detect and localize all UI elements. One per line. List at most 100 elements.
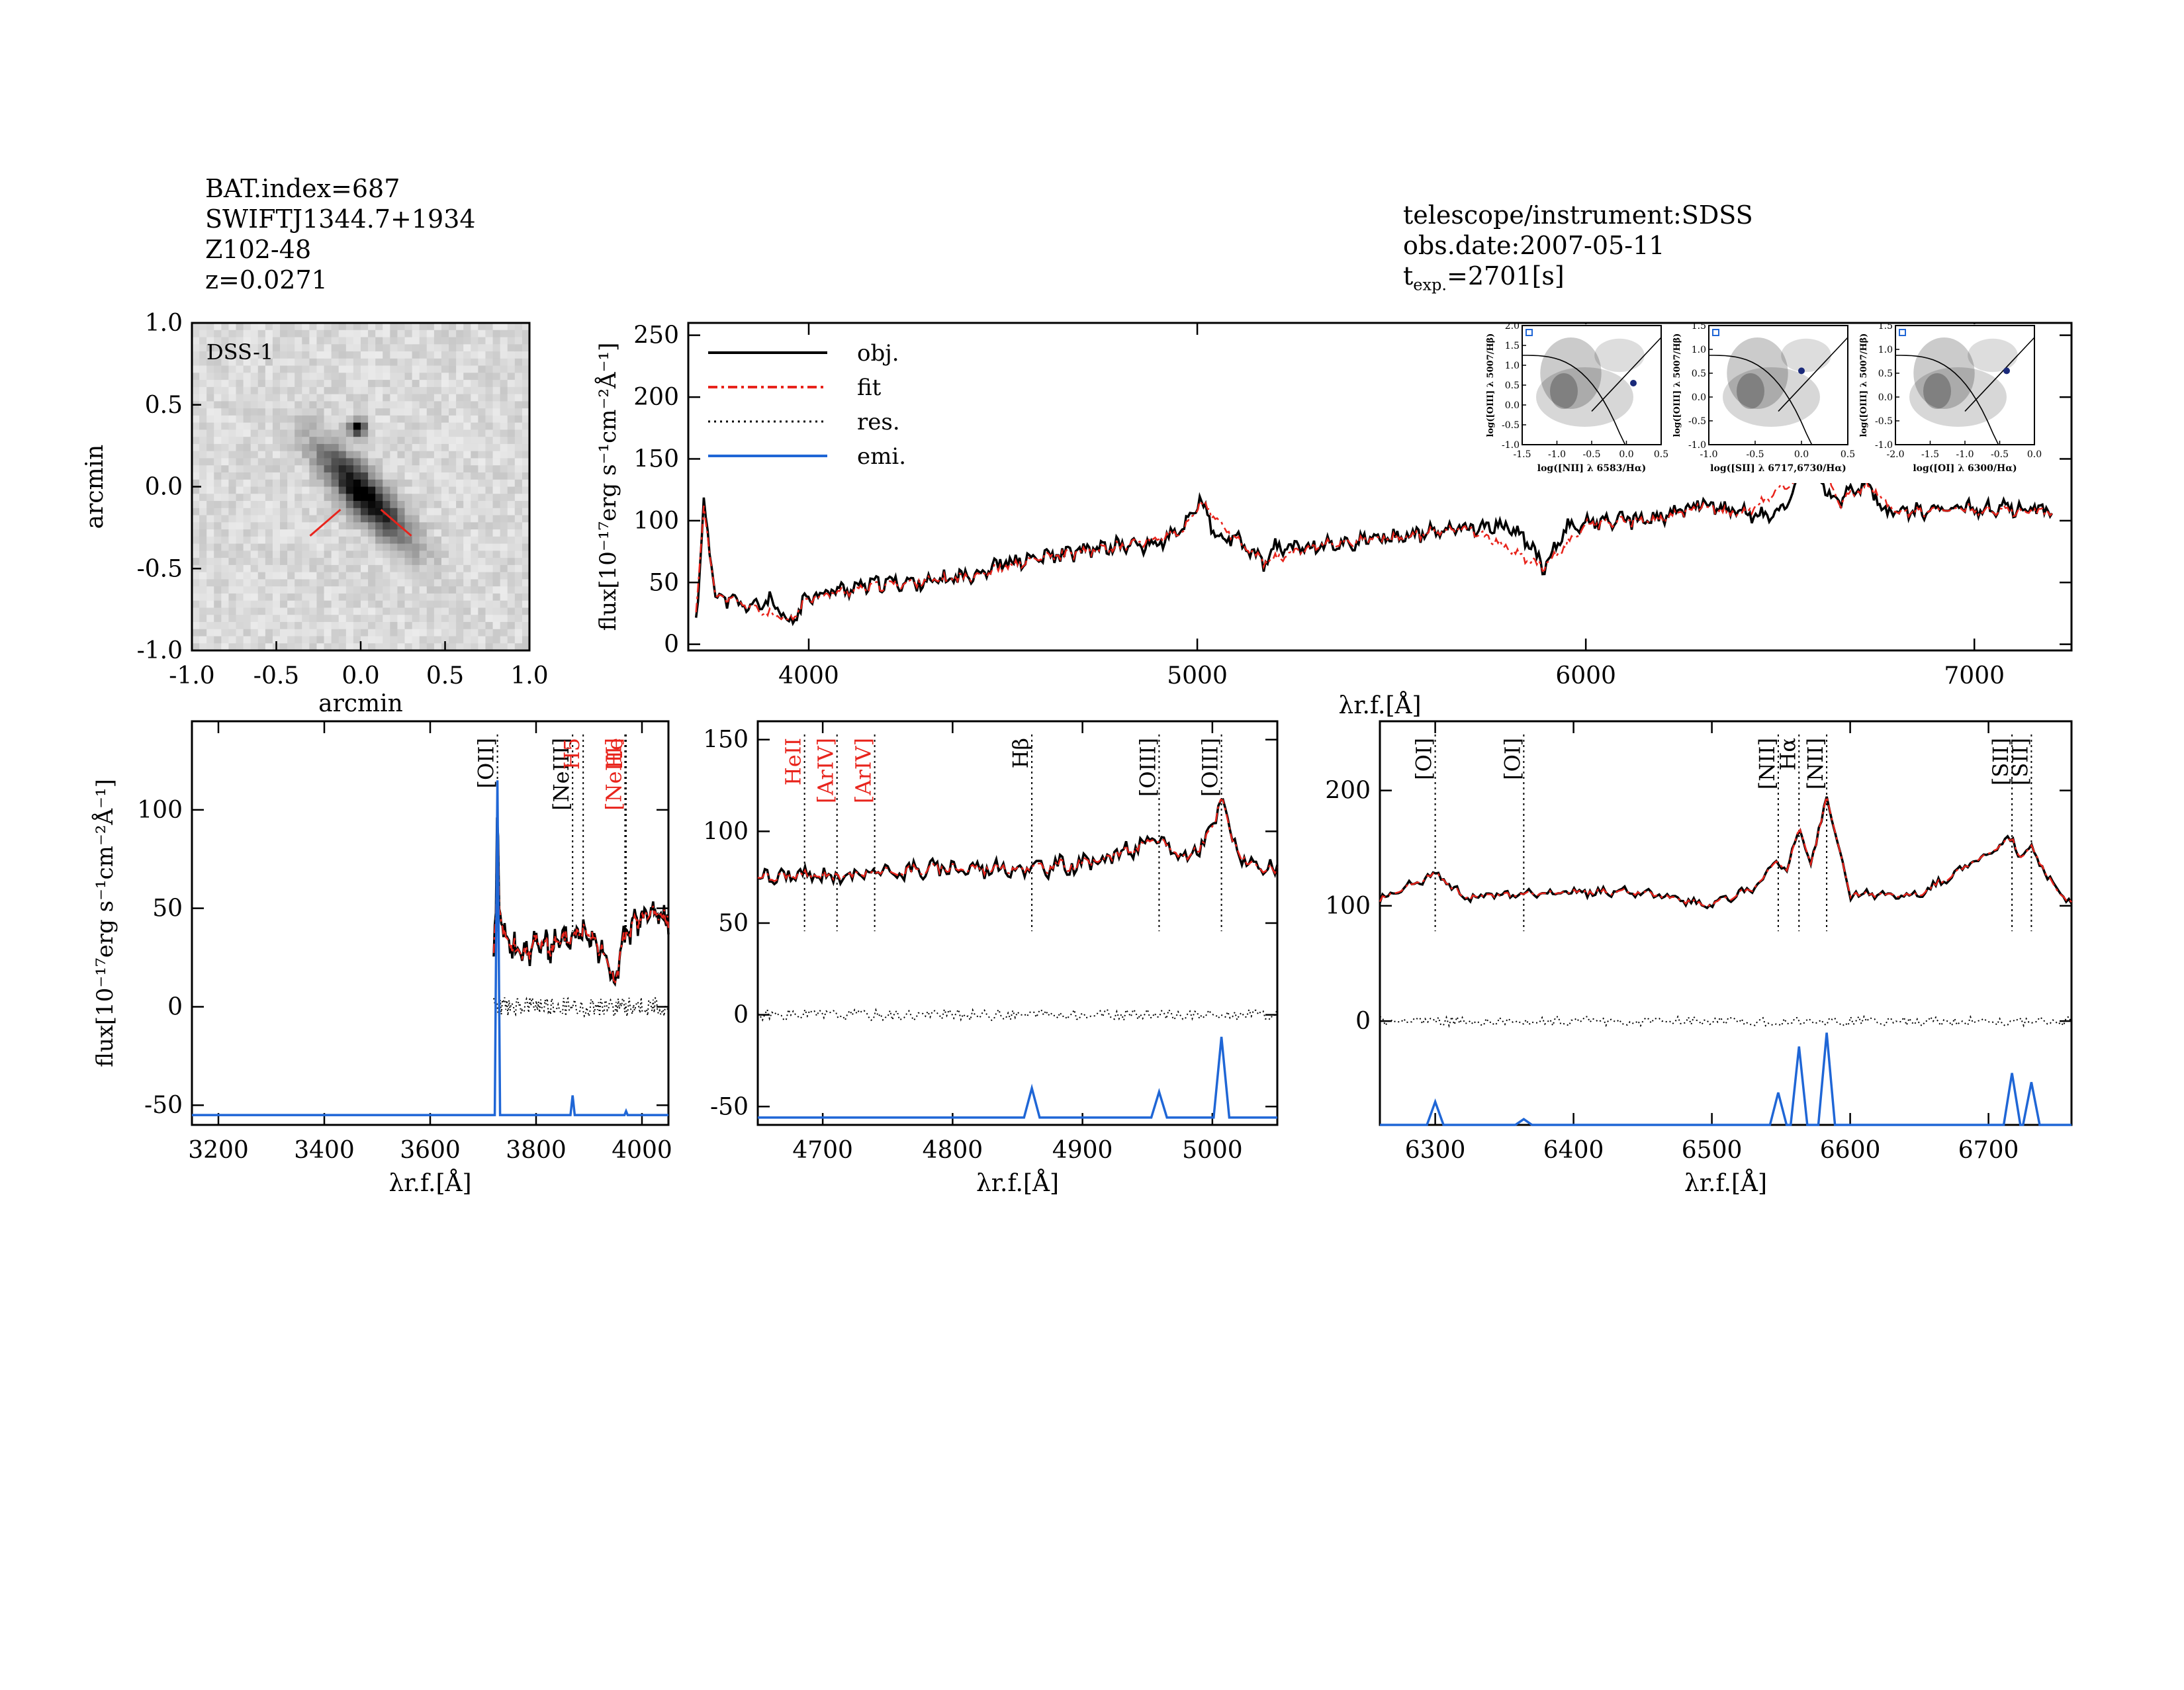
image-pixel xyxy=(199,529,207,537)
image-pixel xyxy=(426,615,435,623)
image-pixel xyxy=(361,337,369,345)
image-pixel xyxy=(514,373,523,380)
image-pixel xyxy=(324,365,332,373)
image-pixel xyxy=(463,351,471,359)
image-pixel xyxy=(280,621,288,630)
image-pixel xyxy=(236,408,244,416)
image-pixel xyxy=(287,636,295,644)
image-pixel xyxy=(419,351,428,359)
x-axis-label: λr.f.[Å] xyxy=(1338,691,1421,719)
image-pixel xyxy=(514,408,523,416)
image-pixel xyxy=(441,586,449,594)
image-pixel xyxy=(426,572,435,580)
image-pixel xyxy=(426,323,435,331)
image-pixel xyxy=(345,600,354,609)
image-pixel xyxy=(280,415,288,423)
image-pixel xyxy=(433,358,442,367)
image-pixel xyxy=(316,429,325,437)
image-pixel xyxy=(514,522,523,530)
image-pixel xyxy=(272,422,281,431)
header-right: telescope/instrument:SDSS obs.date:2007-… xyxy=(1403,200,1753,300)
image-pixel xyxy=(353,593,361,601)
image-pixel xyxy=(331,629,340,637)
image-pixel xyxy=(507,422,516,431)
image-pixel xyxy=(257,479,266,488)
image-pixel xyxy=(236,572,244,580)
image-pixel xyxy=(390,344,398,352)
y-tick-label: 150 xyxy=(703,727,749,754)
image-pixel xyxy=(265,515,273,523)
image-pixel xyxy=(390,472,398,480)
image-pixel xyxy=(331,600,340,609)
image-pixel xyxy=(214,358,222,367)
image-pixel xyxy=(250,365,259,373)
image-pixel xyxy=(463,508,471,516)
image-pixel xyxy=(353,615,361,623)
image-pixel xyxy=(463,408,471,416)
density-contour xyxy=(1536,367,1633,427)
image-pixel xyxy=(214,451,222,459)
image-pixel xyxy=(478,586,486,594)
image-pixel xyxy=(345,621,354,630)
image-pixel xyxy=(236,472,244,480)
image-pixel xyxy=(353,508,361,516)
image-pixel xyxy=(471,508,478,516)
density-contour xyxy=(1923,373,1951,409)
image-pixel xyxy=(199,415,207,423)
image-pixel xyxy=(368,529,376,537)
image-pixel xyxy=(221,479,230,488)
image-pixel xyxy=(331,522,340,530)
image-pixel xyxy=(221,323,230,331)
image-pixel xyxy=(192,607,200,615)
image-pixel xyxy=(514,479,523,488)
image-pixel xyxy=(397,323,406,331)
image-pixel xyxy=(257,408,266,416)
image-pixel xyxy=(192,536,200,545)
image-pixel xyxy=(419,522,428,530)
image-pixel xyxy=(353,386,361,395)
image-pixel xyxy=(221,437,230,445)
image-pixel xyxy=(390,415,398,423)
image-pixel xyxy=(463,579,471,587)
image-pixel xyxy=(228,465,237,473)
plot-frame xyxy=(1379,720,2073,1126)
image-pixel xyxy=(316,458,325,466)
image-pixel xyxy=(324,401,332,409)
image-pixel xyxy=(221,451,230,459)
image-pixel xyxy=(302,373,310,380)
image-pixel xyxy=(316,529,325,537)
image-pixel xyxy=(206,380,214,388)
image-pixel xyxy=(250,394,259,402)
image-pixel xyxy=(353,515,361,523)
target-marker xyxy=(309,509,341,537)
image-pixel xyxy=(514,501,523,509)
image-pixel xyxy=(419,401,428,409)
image-pixel xyxy=(324,330,332,338)
image-pixel xyxy=(257,422,266,431)
image-pixel xyxy=(456,515,464,523)
image-pixel xyxy=(433,615,442,623)
image-pixel xyxy=(456,472,464,480)
image-pixel xyxy=(295,323,302,331)
exposure-time: texp.=2701[s] xyxy=(1403,261,1565,294)
image-pixel xyxy=(309,621,318,630)
image-pixel xyxy=(368,465,376,473)
image-pixel xyxy=(500,358,508,367)
image-pixel xyxy=(228,629,237,637)
image-pixel xyxy=(316,337,325,345)
image-pixel xyxy=(236,465,244,473)
image-pixel xyxy=(485,486,494,494)
image-pixel xyxy=(236,551,244,558)
image-pixel xyxy=(368,508,376,516)
legend-entry: fit xyxy=(857,375,882,401)
image-pixel xyxy=(478,394,486,402)
image-pixel xyxy=(265,564,273,573)
image-pixel xyxy=(404,458,413,466)
image-pixel xyxy=(316,373,325,380)
image-pixel xyxy=(368,572,376,580)
image-pixel xyxy=(390,494,398,502)
image-pixel xyxy=(492,443,501,452)
image-pixel xyxy=(192,600,200,609)
image-pixel xyxy=(250,429,259,437)
image-pixel xyxy=(492,415,501,423)
